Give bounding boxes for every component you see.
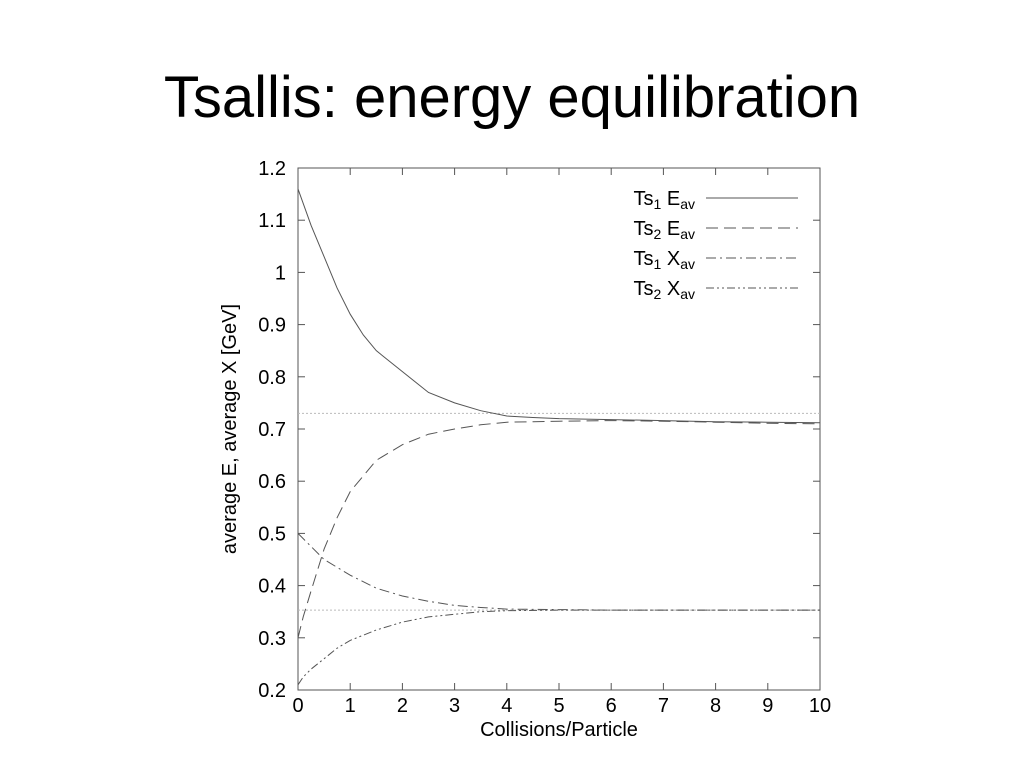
x-tick-label: 5	[553, 695, 564, 717]
y-tick-label: 1	[275, 262, 286, 284]
y-axis-label: average E, average X [GeV]	[219, 304, 241, 554]
y-tick-label: 0.4	[258, 576, 286, 598]
slide-title: Tsallis: energy equilibration	[163, 65, 861, 130]
legend-label: Ts1 Eav	[634, 188, 696, 212]
y-tick-label: 1.1	[258, 210, 286, 232]
legend-label: Ts2 Eav	[634, 218, 696, 242]
y-tick-label: 0.5	[258, 523, 286, 545]
y-tick-label: 0.3	[258, 628, 286, 650]
x-tick-label: 8	[710, 695, 721, 717]
x-tick-label: 4	[501, 695, 512, 717]
legend-entry-3: Ts1 Xav	[634, 248, 798, 272]
series-line-3	[297, 533, 820, 611]
y-tick-label: 0.9	[258, 315, 286, 337]
y-tick-label: 0.6	[258, 471, 286, 493]
x-tick-label: 3	[449, 695, 460, 717]
legend-entry-1: Ts1 Eav	[634, 188, 798, 212]
x-tick-label: 2	[397, 695, 408, 717]
y-tick-label: 0.7	[258, 419, 286, 441]
legend-label: Ts1 Xav	[634, 248, 696, 272]
x-tick-label: 1	[345, 695, 356, 717]
x-axis-label: Collisions/Particle	[480, 719, 638, 741]
series-line-4	[297, 609, 820, 686]
y-tick-label: 0.8	[258, 367, 286, 389]
legend-label: Ts2 Xav	[634, 278, 696, 302]
y-tick-label: 1.2	[258, 158, 286, 180]
series-line-1	[297, 188, 821, 424]
x-tick-label: 10	[809, 695, 831, 717]
x-tick-label: 0	[292, 695, 303, 717]
x-tick-label: 7	[658, 695, 669, 717]
legend-entry-4: Ts2 Xav	[634, 278, 798, 302]
x-tick-label: 6	[606, 695, 617, 717]
series-line-2	[297, 420, 821, 638]
plot-frame	[297, 167, 821, 691]
x-tick-label: 9	[762, 695, 773, 717]
legend-entry-2: Ts2 Eav	[634, 218, 798, 242]
y-tick-label: 0.2	[258, 680, 286, 702]
